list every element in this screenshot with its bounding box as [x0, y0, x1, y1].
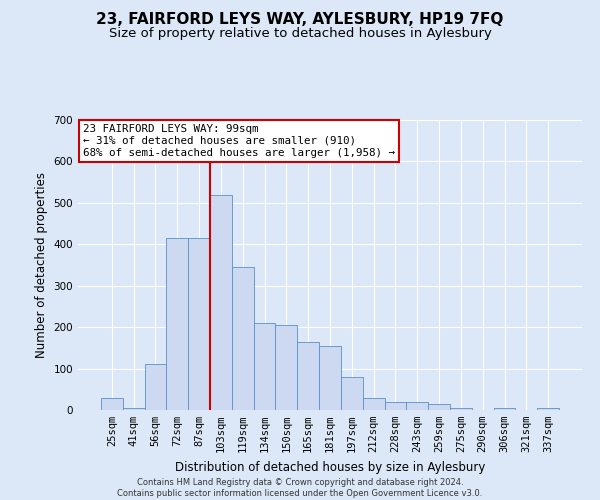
- Text: Size of property relative to detached houses in Aylesbury: Size of property relative to detached ho…: [109, 28, 491, 40]
- Bar: [188, 238, 210, 410]
- Bar: [254, 323, 275, 410]
- Text: Contains HM Land Registry data © Crown copyright and database right 2024.
Contai: Contains HM Land Registry data © Crown c…: [118, 478, 482, 498]
- Text: 23 FAIRFORD LEYS WAY: 99sqm
← 31% of detached houses are smaller (910)
68% of se: 23 FAIRFORD LEYS WAY: 99sqm ← 31% of det…: [83, 124, 395, 158]
- Bar: [101, 398, 123, 410]
- Bar: [232, 267, 254, 410]
- Bar: [297, 342, 319, 410]
- Bar: [450, 408, 472, 410]
- Bar: [537, 408, 559, 410]
- Bar: [166, 238, 188, 410]
- Bar: [406, 402, 428, 410]
- Bar: [210, 194, 232, 410]
- Bar: [123, 408, 145, 410]
- Bar: [275, 325, 297, 410]
- Y-axis label: Number of detached properties: Number of detached properties: [35, 172, 48, 358]
- Bar: [385, 402, 406, 410]
- Bar: [145, 364, 166, 410]
- Bar: [363, 398, 385, 410]
- Bar: [494, 408, 515, 410]
- Bar: [428, 404, 450, 410]
- Bar: [319, 346, 341, 410]
- Bar: [341, 377, 363, 410]
- X-axis label: Distribution of detached houses by size in Aylesbury: Distribution of detached houses by size …: [175, 460, 485, 473]
- Text: 23, FAIRFORD LEYS WAY, AYLESBURY, HP19 7FQ: 23, FAIRFORD LEYS WAY, AYLESBURY, HP19 7…: [97, 12, 503, 28]
